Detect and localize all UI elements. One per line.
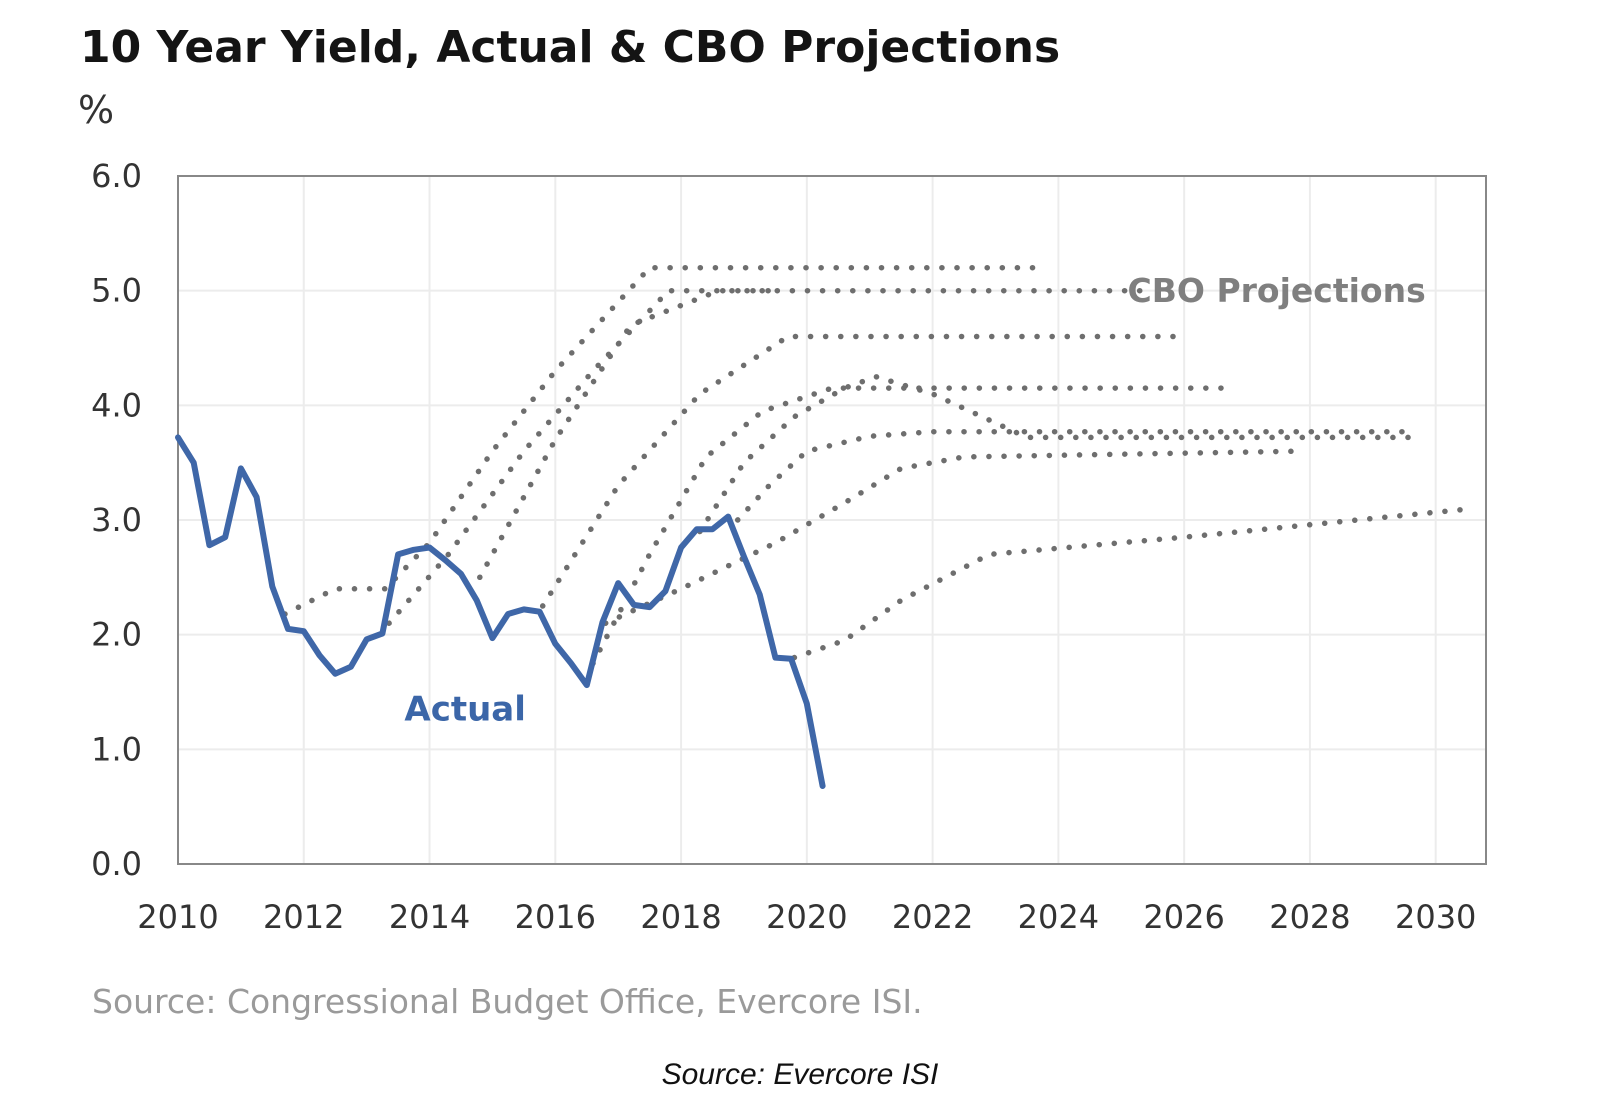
cbo-projections-label: CBO Projections (1128, 271, 1426, 310)
x-tick-label: 2010 (137, 898, 218, 936)
y-tick-label: 1.0 (91, 730, 142, 768)
y-tick-label: 0.0 (91, 845, 142, 883)
x-tick-label: 2016 (515, 898, 596, 936)
y-tick-label: 4.0 (91, 386, 142, 424)
actual-yield-line (178, 437, 823, 786)
x-tick-label: 2018 (640, 898, 721, 936)
yield-chart: 0.01.02.03.04.05.06.0 2010 2012 2014 2016 20… (0, 0, 1600, 1120)
x-tick-label: 2024 (1018, 898, 1099, 936)
y-tick-label: 2.0 (91, 616, 142, 654)
annotations: Actual CBO Projections (404, 271, 1425, 730)
actual-label: Actual (404, 690, 526, 730)
cbo-projection-line-5 (593, 388, 1235, 663)
y-axis-ticks: 0.0 1.0 2.0 3.0 4.0 5.0 6.0 (91, 157, 142, 883)
x-axis-ticks: 2010 2012 2014 2016 2018 2020 2022 2024 2026 2028… (137, 898, 1476, 936)
y-tick-label: 5.0 (91, 272, 142, 310)
x-tick-label: 2014 (389, 898, 470, 936)
x-tick-label: 2020 (766, 898, 847, 936)
y-tick-label: 6.0 (91, 157, 142, 195)
cbo-projection-line-3 (480, 291, 776, 578)
x-tick-label: 2022 (892, 898, 973, 936)
x-tick-label: 2012 (263, 898, 344, 936)
cbo-projection-line-8 (606, 451, 1298, 623)
actual-series-line (178, 437, 823, 786)
chart-source-note: Source: Congressional Budget Office, Eve… (92, 982, 923, 1021)
x-tick-label: 2028 (1269, 898, 1350, 936)
x-tick-label: 2030 (1395, 898, 1476, 936)
cbo-projection-line-4 (543, 337, 1178, 607)
image-source-caption: Source: Evercore ISI (0, 1058, 1600, 1092)
x-tick-label: 2026 (1143, 898, 1224, 936)
cbo-projection-lines (285, 268, 1474, 664)
y-tick-label: 3.0 (91, 501, 142, 539)
cbo-projection-line-2 (379, 291, 1146, 635)
